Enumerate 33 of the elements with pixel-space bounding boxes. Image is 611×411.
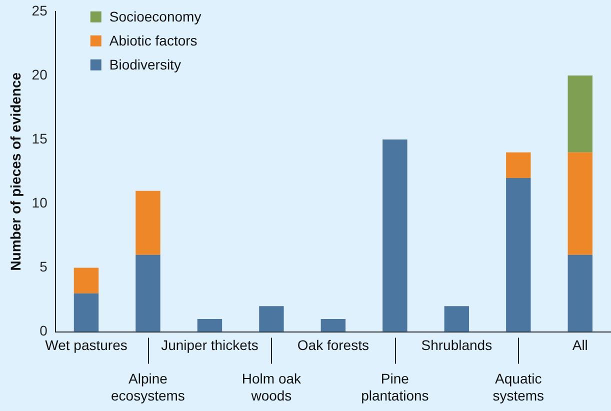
bar [568,75,592,152]
y-tick-label: 10 [32,194,48,210]
bar [74,293,99,332]
x-tick-label: Shrublands [421,337,492,354]
legend-label: Abiotic factors [109,32,198,48]
y-axis-title: Number of pieces of evidence [7,72,24,271]
x-tick-label: Juniper thickets [161,337,258,354]
y-tick-label: 20 [32,66,48,82]
x-tick-label: Alpine ecosystems [111,370,185,404]
bar [444,306,470,332]
bar [259,306,284,332]
x-tick-label: Pine plantations [361,370,429,404]
bar [74,268,99,294]
x-tick-label: Wet pastures [45,337,128,354]
x-tick-label: Oak forests [297,337,369,354]
x-tick-label: All [572,337,588,354]
bar [136,254,160,332]
y-tick-label: 15 [32,130,48,146]
x-tick-label: Holm oak woods [242,370,302,404]
y-tick-label: 25 [32,2,48,18]
bar [568,254,592,332]
legend-label: Biodiversity [109,56,181,72]
y-tick-label: 0 [40,322,48,339]
bar [568,152,592,255]
x-tick-label: Aquatic systems [492,370,544,404]
bar [320,318,346,332]
bar [506,152,531,178]
y-tick-label: 5 [40,258,48,275]
bar [197,318,222,332]
bar [136,190,160,255]
bar [382,140,408,332]
legend-label: Socioeconomy [109,8,202,24]
bar [506,178,531,332]
